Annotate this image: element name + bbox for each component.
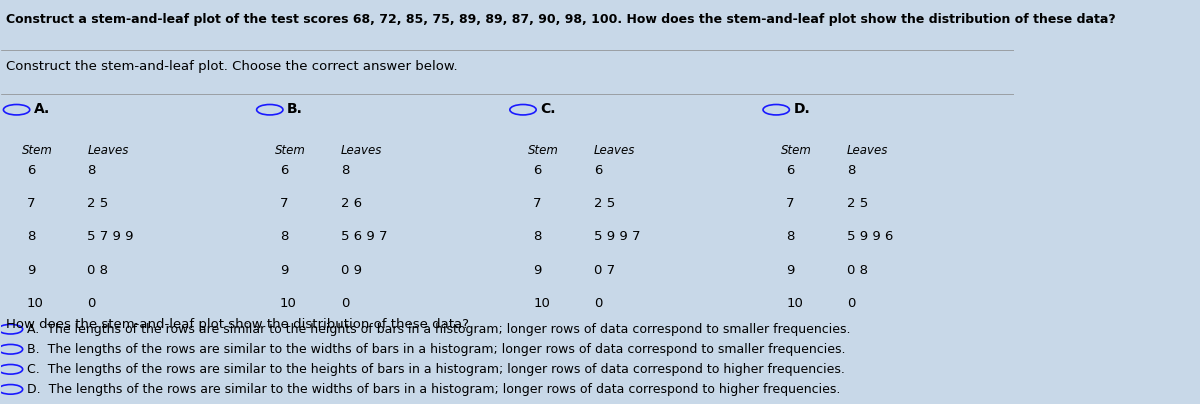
- Text: 0 9: 0 9: [341, 264, 361, 277]
- Text: 8: 8: [786, 231, 794, 244]
- Text: 10: 10: [26, 297, 43, 310]
- Text: 5 9 9 6: 5 9 9 6: [847, 231, 894, 244]
- Text: 0 8: 0 8: [847, 264, 868, 277]
- Text: Leaves: Leaves: [847, 144, 888, 157]
- Text: How does the stem-and-leaf plot show the distribution of these data?: How does the stem-and-leaf plot show the…: [6, 318, 469, 331]
- Text: Stem: Stem: [22, 144, 53, 157]
- Text: 5 7 9 9: 5 7 9 9: [88, 231, 134, 244]
- Text: D.  The lengths of the rows are similar to the widths of bars in a histogram; lo: D. The lengths of the rows are similar t…: [26, 383, 840, 396]
- Text: 5 6 9 7: 5 6 9 7: [341, 231, 388, 244]
- Text: C.  The lengths of the rows are similar to the heights of bars in a histogram; l: C. The lengths of the rows are similar t…: [26, 363, 845, 376]
- Text: 6: 6: [786, 164, 794, 177]
- Text: D.: D.: [793, 102, 810, 116]
- Text: 9: 9: [786, 264, 794, 277]
- Text: Leaves: Leaves: [341, 144, 382, 157]
- Text: 8: 8: [341, 164, 349, 177]
- Text: 0: 0: [594, 297, 602, 310]
- Text: 0 7: 0 7: [594, 264, 616, 277]
- Text: 9: 9: [280, 264, 288, 277]
- Text: B.  The lengths of the rows are similar to the widths of bars in a histogram; lo: B. The lengths of the rows are similar t…: [26, 343, 845, 356]
- Text: 8: 8: [280, 231, 288, 244]
- Text: Construct the stem-and-leaf plot. Choose the correct answer below.: Construct the stem-and-leaf plot. Choose…: [6, 59, 458, 73]
- Text: 7: 7: [26, 197, 35, 210]
- Text: Leaves: Leaves: [88, 144, 128, 157]
- Text: 2 5: 2 5: [847, 197, 869, 210]
- Text: 6: 6: [280, 164, 288, 177]
- Text: 2 5: 2 5: [594, 197, 616, 210]
- Text: A.: A.: [34, 102, 50, 116]
- Text: 7: 7: [786, 197, 794, 210]
- Text: Stem: Stem: [528, 144, 559, 157]
- Text: 5 9 9 7: 5 9 9 7: [594, 231, 641, 244]
- Text: 7: 7: [533, 197, 541, 210]
- Text: 8: 8: [88, 164, 96, 177]
- Text: B.: B.: [287, 102, 302, 116]
- Text: 6: 6: [26, 164, 35, 177]
- Text: 6: 6: [533, 164, 541, 177]
- Text: 0: 0: [847, 297, 856, 310]
- Text: 10: 10: [280, 297, 296, 310]
- Text: 7: 7: [280, 197, 288, 210]
- Text: 2 6: 2 6: [341, 197, 362, 210]
- Text: 8: 8: [26, 231, 35, 244]
- Text: 10: 10: [786, 297, 803, 310]
- Text: 9: 9: [26, 264, 35, 277]
- Text: 8: 8: [847, 164, 856, 177]
- Text: 6: 6: [594, 164, 602, 177]
- Text: 9: 9: [533, 264, 541, 277]
- Text: Leaves: Leaves: [594, 144, 635, 157]
- Text: 0: 0: [341, 297, 349, 310]
- Text: 10: 10: [533, 297, 550, 310]
- Text: 2 5: 2 5: [88, 197, 109, 210]
- Text: C.: C.: [540, 102, 556, 116]
- Text: 0 8: 0 8: [88, 264, 108, 277]
- Text: Stem: Stem: [275, 144, 306, 157]
- Text: A.  The lengths of the rows are similar to the heights of bars in a histogram; l: A. The lengths of the rows are similar t…: [26, 323, 851, 336]
- Text: 0: 0: [88, 297, 96, 310]
- Text: Construct a stem-and-leaf plot of the test scores 68, 72, 85, 75, 89, 89, 87, 90: Construct a stem-and-leaf plot of the te…: [6, 13, 1116, 26]
- Text: 8: 8: [533, 231, 541, 244]
- Text: Stem: Stem: [781, 144, 812, 157]
